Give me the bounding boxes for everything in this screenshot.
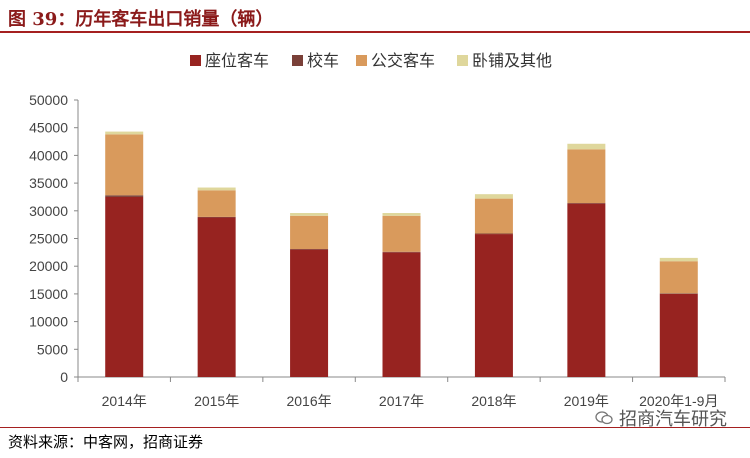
bar-segment: [382, 252, 421, 377]
x-tick-label: 2015年: [194, 393, 239, 409]
y-tick-label: 0: [60, 369, 68, 385]
legend-label: 卧铺及其他: [472, 52, 552, 70]
bar-segment: [290, 249, 329, 377]
legend-swatch: [292, 55, 303, 66]
y-tick-label: 35000: [29, 175, 68, 191]
y-tick-label: 45000: [29, 120, 68, 136]
x-tick-label: 2014年: [102, 393, 147, 409]
bar-segment: [105, 134, 144, 196]
x-tick-label: 2020年1-9月: [639, 393, 718, 409]
legend-swatch: [457, 55, 468, 66]
bar-segment: [659, 257, 698, 262]
bar-segment: [197, 216, 236, 218]
bar-segment: [290, 249, 329, 250]
watermark: 招商汽车研究: [595, 405, 727, 431]
y-tick-label: 40000: [29, 147, 68, 163]
bar-segment: [290, 215, 329, 250]
x-tick-label: 2018年: [471, 393, 516, 409]
bar-segment: [567, 203, 606, 377]
bar-segment: [474, 194, 513, 199]
bar-segment: [474, 233, 513, 235]
legend-swatch: [190, 55, 201, 66]
y-tick-label: 25000: [29, 231, 68, 247]
wechat-icon: [595, 411, 613, 425]
bar-segment: [567, 143, 606, 150]
bar-segment: [197, 187, 236, 191]
chart-title: 图 39：历年客车出口销量（辆）: [8, 9, 274, 30]
y-tick-label: 15000: [29, 286, 68, 302]
bar-segment: [197, 190, 236, 217]
bar-chart: 座位客车 校车 公交客车 卧铺及其他 0 5000 10000 15000 20000 25000…: [29, 52, 726, 409]
x-tick-label: 2017年: [379, 393, 424, 409]
legend-label: 校车: [307, 52, 339, 70]
bar-segment: [659, 293, 698, 377]
source-note: 资料来源：中客网，招商证券: [8, 433, 204, 451]
bar-segment: [382, 251, 421, 253]
y-tick-label: 30000: [29, 203, 68, 219]
bar-segment: [105, 195, 144, 197]
legend-label: 座位客车: [205, 52, 269, 70]
legend-swatch: [356, 55, 367, 66]
bar-segment: [105, 196, 144, 377]
y-tick-label: 20000: [29, 258, 68, 274]
y-tick-label: 5000: [37, 341, 68, 357]
x-tick-label: 2016年: [286, 393, 331, 409]
bar-segment: [382, 213, 421, 216]
y-tick-label: 10000: [29, 314, 68, 330]
x-tick-label: 2019年: [564, 393, 609, 409]
bar-segment: [382, 215, 421, 252]
bar-segment: [290, 213, 329, 216]
y-tick-label: 50000: [29, 92, 68, 108]
watermark-text: 招商汽车研究: [619, 409, 727, 429]
bottom-rule: [0, 427, 750, 428]
bar-segment: [474, 234, 513, 377]
bar-segment: [659, 293, 698, 294]
top-rule: [0, 31, 750, 33]
bar-segment: [197, 217, 236, 377]
bar-segment: [659, 261, 698, 294]
bar-segment: [567, 203, 606, 204]
bar-segment: [105, 131, 144, 135]
bar-segment: [567, 149, 606, 204]
legend-label: 公交客车: [371, 52, 435, 70]
bar-segment: [474, 198, 513, 234]
